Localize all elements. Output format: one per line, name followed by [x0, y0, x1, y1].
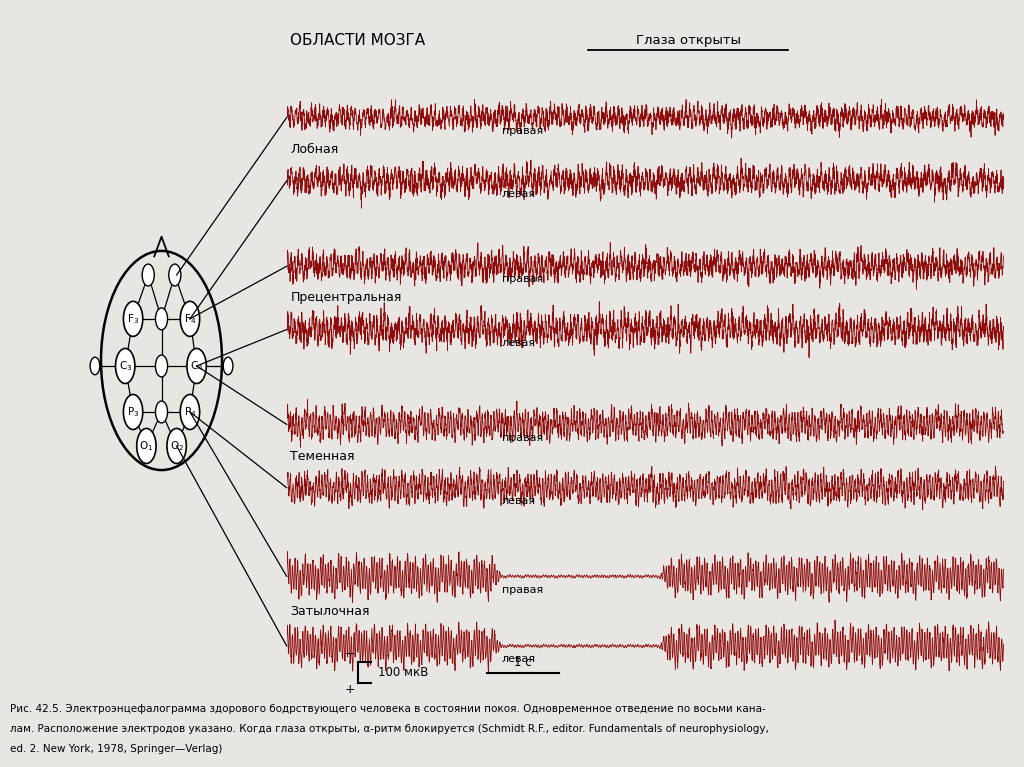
Text: C$_4$: C$_4$ — [189, 359, 204, 373]
Text: F$_4$: F$_4$ — [184, 312, 196, 326]
Circle shape — [167, 429, 186, 463]
Text: F$_3$: F$_3$ — [127, 312, 139, 326]
Text: левая: левая — [502, 189, 536, 199]
Text: Глаза открыты: Глаза открыты — [636, 35, 740, 48]
Text: правая: правая — [502, 433, 543, 443]
Text: 1 с: 1 с — [514, 656, 532, 669]
Text: +: + — [344, 683, 355, 696]
Circle shape — [156, 401, 168, 423]
Circle shape — [137, 429, 156, 463]
Text: ОБЛАСТИ МОЗГА: ОБЛАСТИ МОЗГА — [291, 33, 425, 48]
Text: −: − — [344, 648, 355, 661]
Circle shape — [223, 357, 232, 375]
Text: правая: правая — [502, 275, 543, 285]
Text: правая: правая — [502, 126, 543, 136]
Text: левая: левая — [502, 654, 536, 664]
Circle shape — [90, 357, 99, 375]
Text: O$_1$: O$_1$ — [139, 439, 154, 453]
Text: Затылочная: Затылочная — [291, 604, 370, 617]
Text: Рис. 42.5. Электроэнцефалограмма здорового бодрствующего человека в состоянии по: Рис. 42.5. Электроэнцефалограмма здорово… — [10, 704, 766, 714]
Text: Лобная: Лобная — [291, 143, 339, 156]
Text: Прецентральная: Прецентральная — [291, 291, 401, 304]
Text: P$_4$: P$_4$ — [183, 405, 197, 419]
Circle shape — [169, 264, 181, 286]
Circle shape — [123, 301, 142, 337]
Circle shape — [142, 264, 155, 286]
Text: P$_3$: P$_3$ — [127, 405, 139, 419]
Circle shape — [187, 348, 206, 384]
Circle shape — [156, 308, 168, 330]
Text: 100 мкВ: 100 мкВ — [379, 666, 429, 679]
Circle shape — [123, 394, 142, 430]
Text: левая: левая — [502, 337, 536, 347]
Text: Теменная: Теменная — [291, 449, 354, 463]
Circle shape — [156, 355, 168, 377]
Circle shape — [180, 301, 200, 337]
Text: правая: правая — [502, 584, 543, 594]
Circle shape — [180, 394, 200, 430]
Text: левая: левая — [502, 496, 536, 506]
Circle shape — [116, 348, 135, 384]
Text: лам. Расположение электродов указано. Когда глаза открыты, α-ритм блокируется (S: лам. Расположение электродов указано. Ко… — [10, 724, 769, 734]
Text: O$_2$: O$_2$ — [170, 439, 183, 453]
Text: C$_3$: C$_3$ — [119, 359, 132, 373]
Text: ed. 2. New York, 1978, Springer—Verlag): ed. 2. New York, 1978, Springer—Verlag) — [10, 744, 222, 754]
